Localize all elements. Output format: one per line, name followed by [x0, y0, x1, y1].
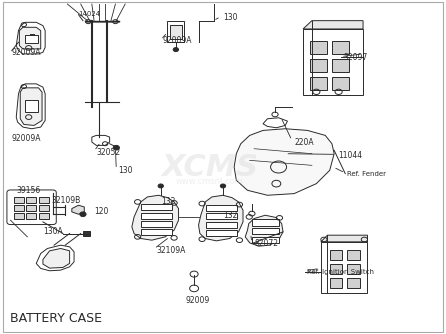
- Text: 92009A: 92009A: [12, 48, 41, 57]
- Bar: [252, 228, 279, 234]
- Text: XCMS: XCMS: [161, 153, 258, 181]
- Bar: [303, 29, 363, 96]
- Bar: [141, 212, 172, 218]
- Circle shape: [113, 145, 120, 150]
- Bar: [252, 236, 279, 243]
- Bar: [206, 221, 237, 227]
- Bar: [167, 21, 184, 42]
- Bar: [39, 205, 49, 211]
- FancyBboxPatch shape: [7, 190, 56, 224]
- Text: 32052: 32052: [96, 148, 120, 157]
- Text: 130A: 130A: [43, 227, 63, 236]
- Polygon shape: [20, 88, 42, 126]
- Bar: [347, 250, 360, 261]
- Text: 32109B: 32109B: [52, 196, 81, 205]
- Text: 92009: 92009: [185, 296, 210, 305]
- Polygon shape: [16, 22, 45, 54]
- Bar: [206, 230, 237, 236]
- Bar: [332, 77, 349, 91]
- Bar: [330, 279, 342, 288]
- Text: Ref. Ignition Switch: Ref. Ignition Switch: [307, 269, 375, 275]
- Polygon shape: [303, 21, 363, 29]
- Text: 132: 132: [161, 197, 175, 206]
- Bar: [25, 35, 38, 43]
- Bar: [39, 197, 49, 203]
- Bar: [26, 205, 36, 211]
- Text: 32097: 32097: [343, 53, 368, 62]
- Bar: [83, 231, 90, 236]
- Polygon shape: [92, 135, 110, 145]
- Bar: [14, 197, 24, 203]
- Bar: [141, 229, 172, 235]
- Bar: [310, 59, 326, 72]
- Bar: [347, 279, 360, 288]
- Bar: [14, 213, 24, 219]
- Polygon shape: [72, 205, 84, 214]
- Polygon shape: [43, 248, 70, 268]
- Bar: [330, 265, 342, 275]
- Polygon shape: [234, 129, 334, 195]
- Circle shape: [220, 184, 226, 188]
- Text: 92009A: 92009A: [12, 134, 41, 143]
- Text: 39156: 39156: [16, 186, 41, 195]
- Text: 130: 130: [119, 166, 133, 175]
- Text: Ref. Fender: Ref. Fender: [347, 171, 387, 177]
- Bar: [310, 77, 326, 91]
- Circle shape: [158, 184, 163, 188]
- Bar: [26, 197, 36, 203]
- Text: 14024: 14024: [78, 11, 101, 17]
- Text: BATTERY CASE: BATTERY CASE: [9, 312, 102, 325]
- Text: 120: 120: [94, 207, 108, 216]
- Polygon shape: [245, 215, 283, 246]
- Bar: [39, 213, 49, 219]
- Bar: [252, 219, 279, 225]
- Text: 32109A: 32109A: [156, 245, 186, 255]
- Text: 82072: 82072: [254, 239, 278, 248]
- Text: www.cmsnl.com: www.cmsnl.com: [176, 177, 244, 186]
- Bar: [321, 242, 368, 293]
- Bar: [206, 205, 237, 211]
- Bar: [330, 250, 342, 261]
- Bar: [169, 25, 182, 39]
- Circle shape: [80, 212, 86, 216]
- Bar: [141, 204, 172, 210]
- Text: 220A: 220A: [294, 138, 314, 147]
- Bar: [332, 41, 349, 54]
- Bar: [347, 265, 360, 275]
- Bar: [26, 213, 36, 219]
- Polygon shape: [321, 235, 368, 242]
- Bar: [206, 213, 237, 219]
- Circle shape: [173, 47, 178, 51]
- Bar: [14, 205, 24, 211]
- Polygon shape: [36, 245, 74, 271]
- Text: 130: 130: [223, 13, 238, 22]
- Polygon shape: [19, 27, 41, 49]
- Bar: [332, 59, 349, 72]
- Polygon shape: [263, 118, 288, 128]
- Text: 92009A: 92009A: [163, 36, 193, 45]
- Text: 132: 132: [223, 211, 237, 220]
- Bar: [25, 101, 38, 112]
- Bar: [141, 221, 172, 227]
- Text: 11044: 11044: [339, 151, 363, 160]
- Bar: [310, 41, 326, 54]
- Polygon shape: [132, 195, 178, 240]
- Polygon shape: [198, 195, 243, 241]
- Polygon shape: [16, 84, 45, 129]
